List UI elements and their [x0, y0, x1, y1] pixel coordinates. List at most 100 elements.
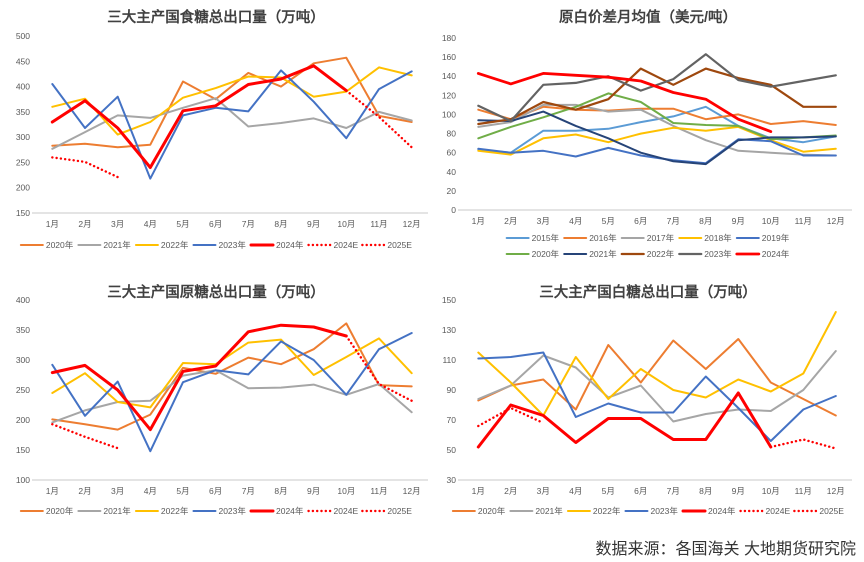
x-axis-label: 10月 — [762, 216, 780, 226]
y-tick-label: 300 — [16, 355, 30, 365]
y-tick-label: 100 — [16, 475, 30, 485]
x-axis-label: 3月 — [111, 486, 124, 496]
series-line-2024e — [345, 334, 413, 402]
series-line-2022 — [51, 66, 413, 136]
legend-label-2024e: 2024E — [334, 240, 359, 250]
series-line-2025e — [477, 406, 545, 428]
chart-title-price-spread: 原白价差月均值（美元/吨） — [558, 10, 738, 26]
y-tick-label: 200 — [16, 183, 30, 193]
x-axis-label: 3月 — [537, 486, 550, 496]
x-axis-label: 6月 — [634, 216, 647, 226]
series-line-2025e — [51, 423, 119, 450]
x-axis-label: 2月 — [504, 216, 517, 226]
legend-label-2017: 2017年 — [647, 233, 675, 243]
legend-label-2020: 2020年 — [478, 506, 506, 516]
legend-label-2020: 2020年 — [46, 506, 74, 516]
legend-label-2021: 2021年 — [103, 506, 131, 516]
y-tick-label: 70 — [447, 415, 457, 425]
x-axis-label: 4月 — [569, 216, 582, 226]
y-tick-label: 150 — [442, 295, 456, 305]
legend-label-2023: 2023年 — [218, 506, 246, 516]
x-axis-label: 10月 — [337, 219, 355, 229]
legend-label-2022: 2022年 — [647, 249, 675, 259]
chart-title-white-sugar: 三大主产国白糖总出口量（万吨） — [539, 285, 757, 301]
series-line-2025e — [51, 156, 119, 179]
y-tick-label: 150 — [16, 445, 30, 455]
raw-white-spread-chart: 0 20 40 60 80 100 120 140 160 180 1月 2月 3月 4月 5月 6月 7月 8月… — [442, 33, 852, 259]
legend-label-2016: 2016年 — [589, 233, 617, 243]
x-axis-label: 8月 — [699, 486, 712, 496]
x-axis-label: 11月 — [370, 219, 387, 229]
legend-label-2022: 2022年 — [593, 506, 621, 516]
series-line-2024 — [50, 64, 348, 169]
y-tick-label: 140 — [442, 71, 456, 81]
chart-cell-total-exports: 三大主产国食糖总出口量（万吨） 150 200 250 300 350 400 450 500… — [0, 0, 432, 281]
y-tick-label: 20 — [447, 186, 457, 196]
legend-label-2025e: 2025E — [819, 506, 844, 516]
x-axis-label: 1月 — [46, 486, 59, 496]
legend-label-2020: 2020年 — [532, 249, 560, 259]
x-axis-label: 10月 — [762, 486, 780, 496]
y-tick-label: 400 — [16, 295, 30, 305]
y-tick-label: 150 — [16, 208, 30, 218]
series-line-2022 — [51, 337, 413, 409]
x-axis-label: 12月 — [827, 486, 845, 496]
x-axis-label: 11月 — [370, 486, 387, 496]
y-tick-label: 100 — [442, 109, 456, 119]
series-line-2019 — [477, 138, 837, 165]
x-axis-label: 2月 — [78, 486, 91, 496]
chart-cell-white-sugar: 三大主产国白糖总出口量（万吨） 30 50 70 90 110 130 150 1月 2月 3月 4… — [432, 281, 864, 562]
legend-label-2022: 2022年 — [161, 240, 189, 250]
legend-label-2023: 2023年 — [704, 249, 732, 259]
chart-title-raw-sugar: 三大主产国原糖总出口量（万吨） — [107, 285, 325, 301]
x-axis-label: 10月 — [337, 486, 355, 496]
legend-label-2024: 2024年 — [276, 506, 304, 516]
x-axis-label: 7月 — [667, 216, 680, 226]
series-line-2023 — [51, 69, 413, 180]
series-line-2021 — [51, 369, 413, 424]
legend-label-2025e: 2025E — [387, 240, 412, 250]
x-axis-label: 5月 — [176, 486, 189, 496]
x-axis-label: 7月 — [667, 486, 680, 496]
y-tick-label: 350 — [16, 107, 30, 117]
x-axis-label: 3月 — [537, 216, 550, 226]
x-axis-label: 9月 — [732, 486, 745, 496]
legend-label-2021: 2021年 — [535, 506, 563, 516]
series-line-2024e — [769, 438, 837, 450]
legend-label-2015: 2015年 — [532, 233, 560, 243]
series-line-2018 — [477, 125, 837, 156]
legend-label-2025e: 2025E — [387, 506, 412, 516]
y-tick-label: 0 — [451, 205, 456, 215]
x-axis-label: 12月 — [403, 486, 421, 496]
y-tick-label: 500 — [16, 31, 30, 41]
series-line-2020 — [477, 338, 837, 417]
y-tick-label: 350 — [16, 325, 30, 335]
x-axis-label: 11月 — [795, 216, 812, 226]
x-axis-label: 11月 — [795, 486, 812, 496]
x-axis-label: 5月 — [602, 486, 615, 496]
legend-label-2021: 2021年 — [103, 240, 131, 250]
x-axis-label: 6月 — [209, 219, 222, 229]
x-axis-label: 8月 — [699, 216, 712, 226]
chart-cell-price-spread: 原白价差月均值（美元/吨） 0 20 40 60 80 100 120 140 160 180 1月… — [432, 0, 864, 281]
y-tick-label: 250 — [16, 157, 30, 167]
x-axis-label: 12月 — [827, 216, 845, 226]
x-axis-label: 4月 — [569, 486, 582, 496]
series-line-2020 — [51, 322, 413, 431]
legend-label-2022: 2022年 — [161, 506, 189, 516]
total-sugar-exports-chart: 150 200 250 300 350 400 450 500 1月 2月 3月 4月 5月 6月 7月 8月… — [16, 31, 428, 250]
x-axis-label: 9月 — [307, 219, 320, 229]
y-tick-label: 30 — [447, 475, 457, 485]
y-tick-label: 160 — [442, 52, 456, 62]
y-tick-label: 130 — [442, 325, 456, 335]
x-axis-label: 7月 — [242, 486, 255, 496]
white-sugar-exports-chart: 30 50 70 90 110 130 150 1月 2月 3月 4月 5月 6月 7月 8月 9月 10月 11… — [442, 295, 852, 516]
series-line-2024 — [476, 72, 773, 133]
x-axis-label: 2月 — [78, 219, 91, 229]
y-tick-label: 250 — [16, 385, 30, 395]
series-line-2021 — [477, 110, 837, 166]
legend-label-2021: 2021年 — [589, 249, 617, 259]
y-tick-label: 120 — [442, 90, 456, 100]
series-line-2020 — [51, 56, 413, 149]
